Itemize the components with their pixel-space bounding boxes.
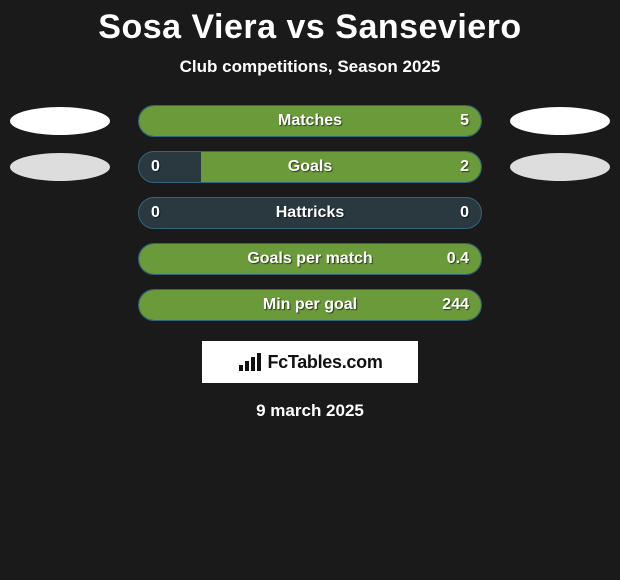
player-marker-right [510,153,610,181]
stat-label: Matches [139,106,481,136]
stat-bar: 0Hattricks0 [138,197,482,229]
date-label: 9 march 2025 [0,401,620,421]
stat-value-right: 2 [460,152,469,182]
stat-rows: Matches50Goals20Hattricks0Goals per matc… [0,105,620,321]
stat-row: Min per goal244 [0,289,620,321]
player-marker-right [510,107,610,135]
stat-value-right: 244 [442,290,469,320]
stat-row: 0Hattricks0 [0,197,620,229]
player-marker-left [10,153,110,181]
subtitle: Club competitions, Season 2025 [0,57,620,77]
stat-row: Goals per match0.4 [0,243,620,275]
stat-bar: Goals per match0.4 [138,243,482,275]
stat-label: Goals per match [139,244,481,274]
stat-bar: Min per goal244 [138,289,482,321]
comparison-infographic: Sosa Viera vs Sanseviero Club competitio… [0,0,620,580]
stat-value-right: 0 [460,198,469,228]
stat-label: Hattricks [139,198,481,228]
bars-icon [237,351,263,373]
player-marker-left [10,107,110,135]
stat-row: Matches5 [0,105,620,137]
stat-label: Min per goal [139,290,481,320]
stat-value-right: 0.4 [447,244,469,274]
stat-bar: Matches5 [138,105,482,137]
stat-label: Goals [139,152,481,182]
stat-bar: 0Goals2 [138,151,482,183]
brand-text: FcTables.com [267,352,382,373]
brand-badge: FcTables.com [202,341,418,383]
stat-row: 0Goals2 [0,151,620,183]
stat-value-right: 5 [460,106,469,136]
page-title: Sosa Viera vs Sanseviero [0,8,620,47]
